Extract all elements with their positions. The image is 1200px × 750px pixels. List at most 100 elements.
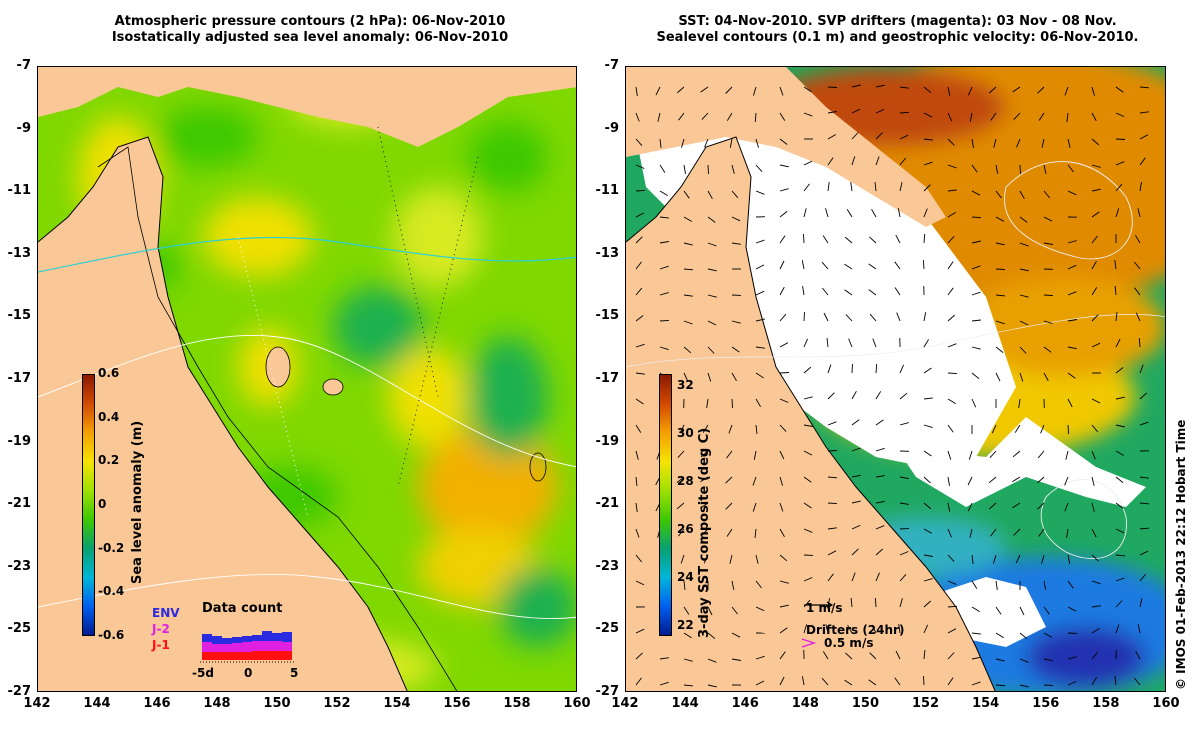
australia-coastline <box>38 136 408 691</box>
left-title-line2: Isostatically adjusted sea level anomaly… <box>111 30 509 45</box>
pressure-contour-cyan <box>38 236 576 273</box>
velocity-arrow <box>803 112 813 117</box>
velocity-arrow <box>1091 314 1099 322</box>
velocity-arrow <box>947 677 954 686</box>
velocity-arrow <box>971 164 978 173</box>
velocity-arrow <box>899 364 905 374</box>
velocity-arrow <box>947 343 957 348</box>
velocity-arrow <box>971 190 981 196</box>
mission-j1: J-1 <box>152 638 170 652</box>
velocity-arrow <box>657 112 661 122</box>
velocity-arrow <box>947 528 952 538</box>
velocity-arrow <box>1137 624 1141 634</box>
velocity-arrow <box>1015 554 1021 564</box>
right-x-tick-label: 158 <box>1092 696 1120 711</box>
velocity-arrow <box>1091 651 1099 660</box>
velocity-arrow <box>894 677 901 686</box>
velocity-arrow <box>947 138 955 146</box>
velocity-arrow <box>947 86 951 96</box>
velocity-arrow <box>923 476 931 484</box>
left-y-tick-label: -7 <box>16 58 31 73</box>
velocity-arrow <box>779 112 786 121</box>
velocity-arrow <box>827 573 834 582</box>
colorbar-tick-label: 28 <box>677 474 694 488</box>
velocity-arrow <box>923 112 933 118</box>
velocity-arrow <box>1091 627 1100 634</box>
velocity-arrow <box>844 263 853 270</box>
velocity-arrow <box>755 554 759 564</box>
velocity-arrow <box>923 502 932 510</box>
velocity-arrow <box>1067 680 1077 686</box>
velocity-arrow <box>731 216 741 222</box>
colorbar-tick-label: 26 <box>677 522 694 536</box>
velocity-arrow <box>731 164 735 174</box>
velocity-arrow <box>1019 658 1029 663</box>
velocity-arrow <box>1019 684 1029 688</box>
velocity-arrow <box>731 580 735 590</box>
velocity-arrow <box>707 346 715 354</box>
sla-map-graphic <box>38 67 576 691</box>
velocity-arrow <box>1139 111 1149 114</box>
velocity-arrow <box>779 528 785 538</box>
velocity-arrow <box>989 450 997 459</box>
velocity-arrow <box>971 319 981 322</box>
velocity-arrow <box>731 320 741 324</box>
velocity-arrow <box>779 211 788 218</box>
velocity-arrow <box>1019 242 1029 247</box>
velocity-arrow <box>827 550 837 556</box>
velocity-arrow <box>1037 502 1045 510</box>
velocity-arrow <box>1018 398 1021 408</box>
velocity-arrow <box>1091 86 1095 96</box>
velocity-arrow <box>731 346 740 353</box>
velocity-arrow <box>779 604 789 608</box>
velocity-arrow <box>1139 86 1150 89</box>
velocity-arrow <box>704 138 709 148</box>
velocity-arrow <box>803 233 805 244</box>
australia-land <box>38 137 408 691</box>
velocity-arrow <box>923 675 925 686</box>
data-count-bar <box>262 641 272 651</box>
velocity-arrow <box>923 367 932 374</box>
velocity-arrow <box>707 190 713 200</box>
velocity-arrow <box>995 684 1006 687</box>
colorbar-tick-label: 24 <box>677 570 694 584</box>
velocity-arrow <box>895 234 901 244</box>
velocity-arrow <box>1067 656 1077 660</box>
velocity-arrow <box>1066 112 1069 122</box>
velocity-arrow <box>726 450 733 459</box>
velocity-arrow <box>851 84 861 88</box>
velocity-arrow <box>1014 424 1021 433</box>
velocity-arrow <box>875 156 880 166</box>
velocity-arrow <box>851 108 861 114</box>
velocity-arrow <box>969 528 973 538</box>
velocity-arrow <box>683 606 690 615</box>
velocity-arrow <box>1091 138 1100 146</box>
velocity-arrow <box>635 652 643 660</box>
velocity-arrow <box>1135 650 1141 660</box>
velocity-arrow <box>635 343 645 348</box>
velocity-arrow <box>1115 528 1125 534</box>
sea-level-anomaly-map[interactable] <box>37 66 577 692</box>
data-count-xtick: -5d <box>192 666 214 680</box>
velocity-arrow <box>680 554 685 564</box>
velocity-arrow <box>755 239 765 244</box>
velocity-arrow <box>894 261 901 270</box>
velocity-arrow <box>1064 476 1069 486</box>
velocity-arrow <box>779 554 788 562</box>
velocity-arrow <box>677 450 685 458</box>
velocity-arrow <box>683 320 693 325</box>
velocity-arrow <box>875 363 878 374</box>
sst-map[interactable]: 1 m/s Drifters (24hr) 0.5 m/s <box>625 66 1166 692</box>
velocity-arrow <box>1067 319 1077 322</box>
velocity-arrow <box>969 112 973 122</box>
velocity-arrow <box>1067 398 1073 408</box>
velocity-arrow <box>990 112 997 121</box>
velocity-arrow <box>779 313 787 322</box>
velocity-arrow <box>679 424 685 434</box>
left-map-title: Atmospheric pressure contours (2 hPa): 0… <box>40 14 580 46</box>
left-x-tick-label: 146 <box>143 696 171 711</box>
sst-map-graphic <box>626 67 1165 691</box>
velocity-arrow <box>971 632 981 635</box>
velocity-arrow <box>1115 502 1124 509</box>
velocity-arrow <box>659 190 668 196</box>
